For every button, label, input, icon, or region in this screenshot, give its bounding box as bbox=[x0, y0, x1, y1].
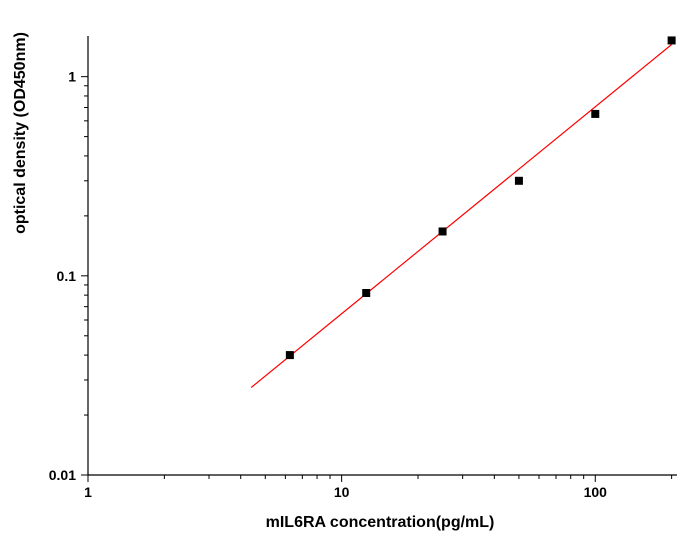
fit-line bbox=[250, 44, 673, 388]
data-point bbox=[438, 227, 447, 236]
data-points bbox=[285, 36, 676, 360]
x-tick-label: 1 bbox=[84, 484, 92, 500]
x-tick-label: 100 bbox=[584, 484, 608, 500]
y-tick-label: 0.1 bbox=[57, 268, 77, 284]
fit-line-group bbox=[250, 44, 673, 388]
y-tick-label: 0.01 bbox=[49, 467, 76, 483]
x-axis-title: mIL6RA concentration(pg/mL) bbox=[266, 514, 495, 531]
y-tick-label: 1 bbox=[68, 69, 76, 85]
y-axis-title: optical density (OD450nm) bbox=[12, 32, 29, 234]
data-point bbox=[514, 176, 523, 185]
data-point bbox=[667, 36, 676, 45]
data-point bbox=[285, 351, 294, 360]
axes: 1 10 100 0.01 0.1 1 bbox=[49, 36, 677, 500]
data-point bbox=[362, 288, 371, 297]
data-point bbox=[591, 109, 600, 118]
x-tick-label: 10 bbox=[334, 484, 350, 500]
